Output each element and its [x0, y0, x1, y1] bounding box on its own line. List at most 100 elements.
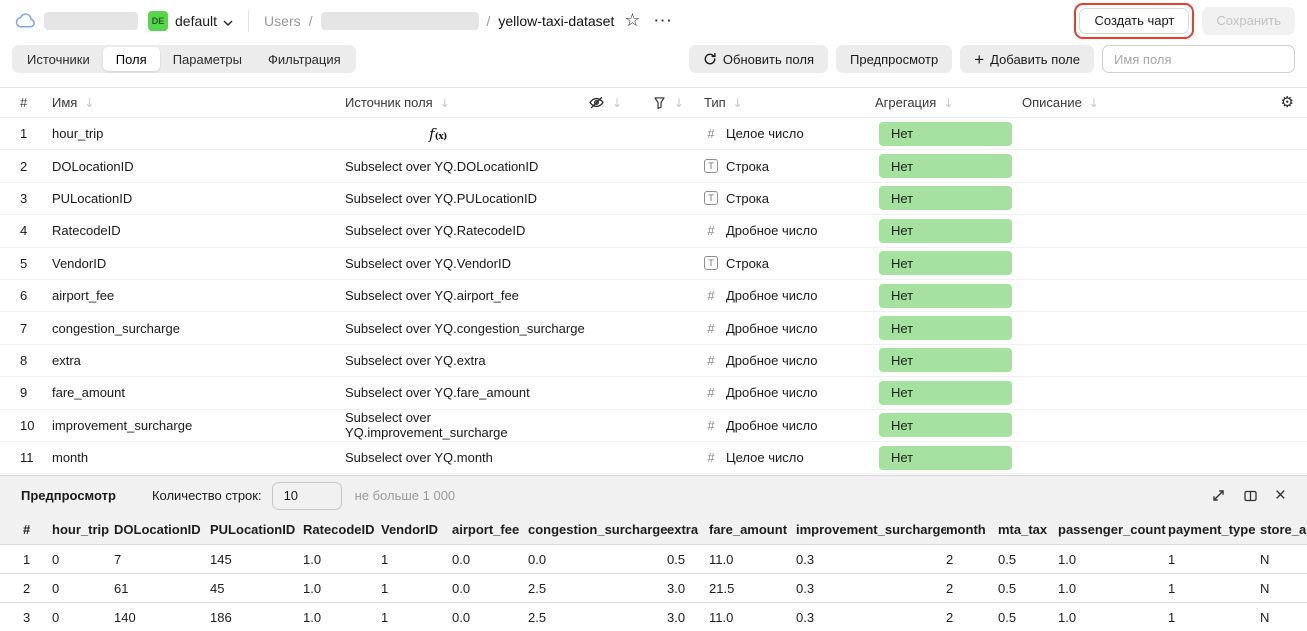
field-row[interactable]: 5 VendorID Subselect over YQ.VendorID T Стро…	[0, 248, 1307, 280]
create-chart-button[interactable]: Создать чарт	[1079, 7, 1190, 34]
field-type-select[interactable]: # Дробное число	[704, 223, 875, 238]
preview-cell: 1	[381, 551, 389, 567]
refresh-icon	[703, 52, 717, 66]
preview-cell: N	[1260, 551, 1270, 567]
field-row-number: 10	[20, 417, 35, 433]
field-row[interactable]: 10 improvement_surcharge Subselect over YQ…	[0, 410, 1307, 442]
preview-cell: 1	[1168, 551, 1176, 567]
field-row[interactable]: 7 congestion_surcharge Subselect over YQ.c…	[0, 312, 1307, 345]
save-button[interactable]: Сохранить	[1202, 6, 1295, 35]
column-header-visibility[interactable]: ↓	[588, 94, 652, 111]
preview-header: Предпросмотр Количество строк: не больше…	[0, 476, 1307, 515]
favorite-star-icon[interactable]: ☆	[624, 9, 641, 31]
column-header-type[interactable]: Тип ↓	[704, 95, 875, 110]
field-type-label: Дробное число	[726, 320, 818, 336]
top-bar: DE default Users / / yellow-taxi-dataset…	[0, 0, 1307, 41]
column-header-source[interactable]: Источник поля ↓	[345, 95, 588, 110]
aggregation-select[interactable]: Нет	[879, 316, 1012, 341]
field-row[interactable]: 4 RatecodeID Subselect over YQ.RatecodeID #…	[0, 215, 1307, 248]
field-type-select[interactable]: T Строка	[704, 191, 875, 206]
expand-preview-icon[interactable]	[1211, 488, 1226, 503]
column-header-name[interactable]: Имя ↓	[52, 95, 345, 110]
field-type-select[interactable]: # Дробное число	[704, 353, 875, 368]
preview-cell: 0	[52, 609, 60, 625]
preview-cell: 0.5	[998, 551, 1017, 567]
sort-arrow-icon: ↓	[674, 95, 685, 110]
row-count-input[interactable]	[271, 481, 342, 510]
string-type-icon: T	[704, 159, 718, 174]
field-row[interactable]: 1 hour_trip f(x) # Целое число Нет	[0, 118, 1307, 151]
preview-cell: 1	[1168, 580, 1176, 596]
field-type-select[interactable]: T Строка	[704, 159, 875, 174]
field-aggregation-cell: Нет	[875, 445, 1022, 470]
column-header-aggregation[interactable]: Агрегация ↓	[875, 95, 1022, 110]
field-type-select[interactable]: # Дробное число	[704, 418, 875, 433]
field-type-select[interactable]: # Дробное число	[704, 385, 875, 400]
field-type-select[interactable]: T Строка	[704, 256, 875, 271]
column-header-aggregation-label: Агрегация	[875, 95, 937, 110]
field-source: Subselect over YQ.fare_amount	[345, 385, 530, 401]
aggregation-select[interactable]: Нет	[879, 283, 1012, 308]
field-source: Subselect over YQ.improvement_surcharge	[345, 410, 508, 441]
preview-cell: 11.0	[709, 551, 734, 567]
field-source: Subselect over YQ.congestion_surcharge	[345, 320, 585, 336]
preview-cell: 11.0	[709, 609, 734, 625]
aggregation-select[interactable]: Нет	[879, 186, 1012, 211]
field-name-search-input[interactable]	[1102, 45, 1295, 73]
split-view-icon[interactable]	[1243, 489, 1258, 503]
refresh-fields-button[interactable]: Обновить поля	[688, 45, 829, 73]
field-row[interactable]: 2 DOLocationID Subselect over YQ.DOLocatio…	[0, 150, 1307, 183]
gear-icon[interactable]: ⚙	[1280, 93, 1294, 111]
preview-cell: 1	[381, 580, 389, 596]
preview-cell: 1	[1168, 609, 1176, 625]
field-type-select[interactable]: # Дробное число	[704, 321, 875, 336]
field-row[interactable]: 3 PULocationID Subselect over YQ.PULocatio…	[0, 183, 1307, 216]
more-actions-icon[interactable]: ···	[654, 13, 674, 28]
add-field-button[interactable]: + Добавить поле	[960, 45, 1094, 73]
aggregation-select[interactable]: Нет	[879, 413, 1012, 438]
column-header-filter[interactable]: ↓	[652, 95, 704, 111]
field-type-label: Дробное число	[726, 417, 818, 433]
tab-filtering[interactable]: Фильтрация	[268, 51, 341, 67]
aggregation-select[interactable]: Нет	[879, 380, 1012, 405]
field-row-number: 2	[20, 158, 28, 174]
aggregation-select[interactable]: Нет	[879, 251, 1012, 276]
tab-parameters[interactable]: Параметры	[172, 51, 242, 67]
preview-column-header: payment_type	[1168, 522, 1256, 537]
aggregation-select[interactable]: Нет	[879, 218, 1012, 243]
preview-cell: 145	[210, 551, 232, 567]
annotation-highlight-box: Создать чарт	[1074, 2, 1195, 39]
field-row[interactable]: 9 fare_amount Subselect over YQ.fare_amoun…	[0, 377, 1307, 410]
field-row[interactable]: 6 airport_fee Subselect over YQ.airport_fe…	[0, 280, 1307, 313]
aggregation-select[interactable]: Нет	[879, 121, 1012, 146]
preview-column-header: RatecodeID	[303, 522, 375, 537]
preview-toggle-button[interactable]: Предпросмотр	[836, 45, 953, 73]
breadcrumb: Users / / yellow-taxi-dataset	[264, 11, 614, 30]
field-row[interactable]: 11 month Subselect over YQ.month # Целое чис…	[0, 442, 1307, 475]
aggregation-select[interactable]: Нет	[879, 445, 1012, 470]
aggregation-select[interactable]: Нет	[879, 348, 1012, 373]
toolbar-actions: Обновить поля Предпросмотр + Добавить по…	[688, 45, 1295, 73]
preview-cell: N	[1260, 609, 1270, 625]
preview-cell: 0.5	[667, 551, 686, 567]
field-type-select[interactable]: # Целое число	[704, 126, 875, 141]
env-selector[interactable]: default	[175, 13, 233, 29]
formula-icon-args: (x)	[434, 131, 448, 142]
number-type-icon: #	[707, 385, 715, 401]
close-preview-icon[interactable]: ×	[1274, 485, 1286, 506]
field-row-number: 9	[20, 385, 28, 401]
tab-sources[interactable]: Источники	[27, 51, 90, 67]
tab-fields[interactable]: Поля	[102, 47, 160, 71]
sort-arrow-icon: ↓	[84, 95, 95, 110]
column-header-description[interactable]: Описание ↓	[1022, 95, 1263, 110]
breadcrumb-users[interactable]: Users	[264, 12, 301, 29]
field-type-select[interactable]: # Целое число	[704, 450, 875, 465]
field-row-number: 8	[20, 352, 28, 368]
aggregation-select[interactable]: Нет	[879, 154, 1012, 179]
number-type-icon: #	[707, 417, 715, 433]
field-type-select[interactable]: # Дробное число	[704, 288, 875, 303]
field-row[interactable]: 8 extra Subselect over YQ.extra # Дробное чи…	[0, 345, 1307, 378]
preview-cell: 1.0	[1058, 609, 1077, 625]
column-header-number: #	[20, 95, 28, 110]
